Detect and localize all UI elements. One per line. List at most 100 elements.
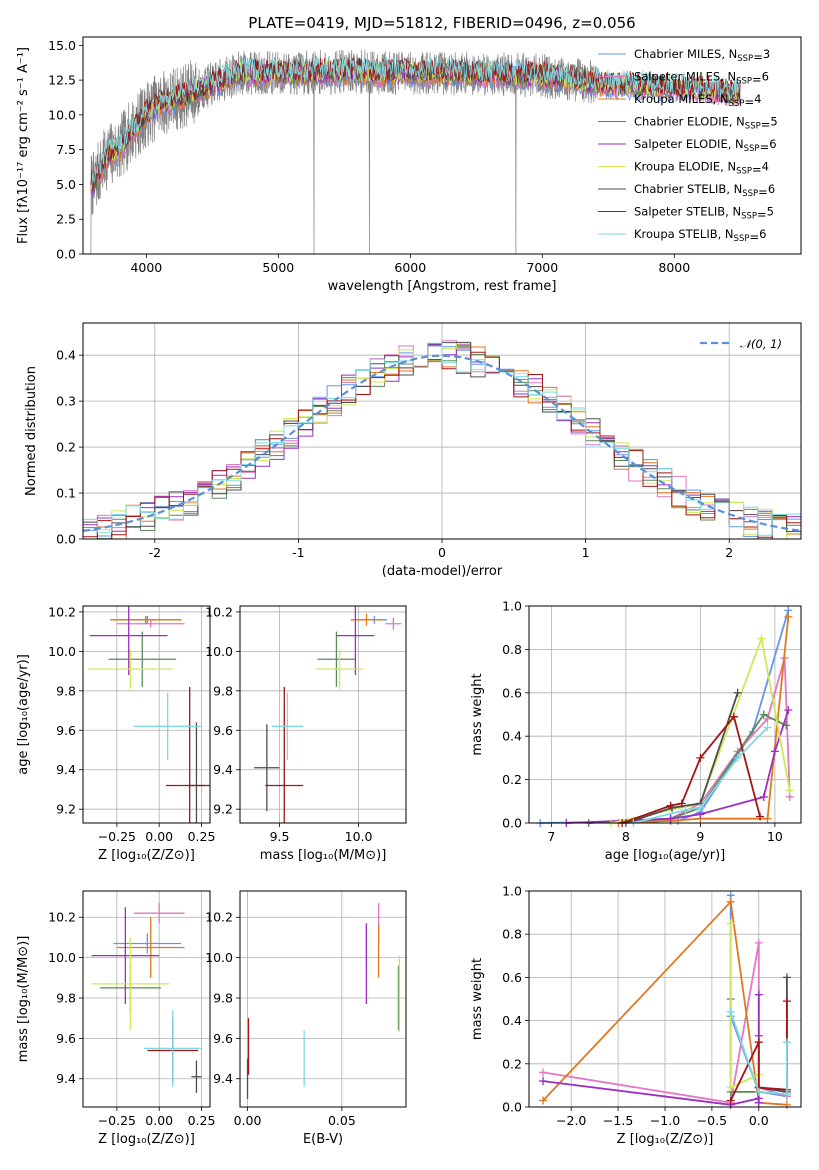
figure-title: PLATE=0419, MJD=51812, FIBERID=0496, z=0… — [248, 14, 635, 32]
y-tick-label: 0.2 — [502, 772, 522, 787]
legend-equals: = — [752, 163, 762, 177]
legend-equals: = — [758, 185, 768, 199]
x-tick-label: -2 — [149, 545, 161, 560]
x-tick-label: 9.5 — [270, 829, 290, 844]
legend-label: Salpeter ELODIE, NSSP=6 — [634, 137, 777, 154]
x-axis-label: Z [log₁₀(Z/Z⊙)] — [617, 1132, 714, 1147]
legend-nssp-subscript: SSP — [734, 234, 750, 244]
weight-point-marker — [754, 1098, 763, 1107]
y-tick-label: 0.4 — [502, 729, 522, 744]
weight-point-marker — [726, 897, 735, 906]
y-tick-label: 0.4 — [56, 348, 76, 363]
y-tick-label: 10.0 — [48, 950, 76, 965]
spectrum-plot — [90, 49, 741, 254]
weight-vs-age-panel: 7 8 9 10 0.0 0.2 0.4 0.6 0.8 1.0 age [log₁₀(age/yr… — [470, 599, 802, 863]
x-tick-label: 0.25 — [188, 1113, 216, 1128]
legend-name: Chabrier ELODIE — [634, 115, 729, 129]
legend-nssp-value: 6 — [769, 137, 776, 151]
legend-equals: = — [760, 140, 770, 154]
weight-point-marker — [756, 812, 765, 821]
x-tick-label: −0.5 — [697, 1113, 727, 1128]
y-tick-label: 5.0 — [56, 177, 76, 192]
y-axis-label: Normed distribution — [24, 366, 39, 496]
weight-series-line — [625, 692, 739, 824]
legend-name: Chabrier MILES — [634, 47, 721, 61]
y-tick-label: 0.8 — [502, 642, 522, 657]
mass-vs-metallicity-panel: −0.25 0.00 0.25 9.4 9.6 9.8 10.0 10.2 Z [log₁₀(Z… — [16, 890, 216, 1147]
residual-legend: 𝒩(0, 1) — [700, 337, 782, 351]
x-tick-label: 8000 — [658, 260, 690, 275]
y-tick-label: 0.0 — [502, 1100, 522, 1115]
x-axis-label: age [log₁₀(age/yr)] — [605, 848, 726, 863]
x-axis-label: wavelength [Angstrom, rest frame] — [328, 279, 557, 294]
x-tick-label: 0.00 — [145, 829, 173, 844]
y-tick-label: 0.2 — [502, 1056, 522, 1071]
age-vs-mass-panel: 9.5 10.0 9.2 9.4 9.6 9.8 10.0 10.2 mass [log₁₀(M… — [205, 604, 407, 863]
x-tick-label: -1 — [292, 545, 304, 560]
y-tick-label: 10.2 — [48, 910, 76, 925]
errorbar-plot — [246, 903, 401, 1099]
weight-point-marker — [729, 712, 738, 721]
legend-label: Kroupa ELODIE, NSSP=4 — [634, 160, 769, 177]
legend-label: 𝒩(0, 1) — [740, 337, 782, 351]
legend-label: Chabrier STELIB, NSSP=6 — [634, 182, 775, 199]
errorbar-plot — [91, 903, 202, 1093]
weight-point-marker — [726, 1083, 735, 1092]
gaussian-curve — [83, 354, 801, 532]
x-tick-label: 1 — [582, 545, 590, 560]
legend-nssp-prefix: , N — [726, 182, 742, 196]
weight-point-marker — [759, 792, 768, 801]
y-tick-label: 0.0 — [502, 816, 522, 831]
x-tick-label: 7000 — [526, 260, 558, 275]
errorbar-plot — [88, 606, 210, 823]
age-vs-metallicity-panel: −0.25 0.00 0.25 9.2 9.4 9.6 9.8 10.0 10.2 Z [log₁… — [16, 604, 215, 863]
legend-nssp-prefix: , N — [718, 227, 734, 241]
legend-name: Kroupa MILES — [634, 92, 713, 106]
x-axis-label: mass [log₁₀(M/M⊙)] — [260, 848, 387, 863]
weight-point-marker — [754, 990, 763, 999]
y-tick-label: 9.4 — [56, 1071, 76, 1086]
legend-nssp-value: 6 — [759, 227, 766, 241]
weight-point-marker — [763, 723, 772, 732]
weight-point-marker — [539, 1096, 548, 1105]
y-tick-label: 0.8 — [502, 927, 522, 942]
x-tick-label: 0.00 — [234, 1113, 262, 1128]
y-tick-label: 10.0 — [205, 644, 233, 659]
legend-nssp-value: 5 — [770, 115, 777, 129]
legend-nssp-prefix: , N — [721, 47, 737, 61]
plot-frame — [82, 605, 211, 824]
y-tick-label: 9.8 — [213, 683, 233, 698]
legend-nssp-prefix: , N — [728, 137, 744, 151]
legend-nssp-subscript: SSP — [744, 144, 760, 154]
plot-frame — [528, 890, 802, 1108]
plot-frame — [239, 890, 407, 1108]
weight-point-marker — [733, 753, 742, 762]
weight-point-marker — [726, 1096, 735, 1105]
y-tick-label: 12.5 — [48, 73, 76, 88]
model-spectrum-line — [90, 55, 741, 190]
y-tick-label: 0.1 — [56, 486, 76, 501]
y-tick-label: 0.4 — [502, 1013, 522, 1028]
x-tick-label: 2 — [725, 545, 733, 560]
y-axis-label: mass weight — [470, 958, 485, 1040]
y-tick-label: 9.4 — [213, 1071, 233, 1086]
y-tick-label: 9.2 — [213, 802, 233, 817]
y-tick-label: 9.4 — [56, 762, 76, 777]
y-tick-label: 9.6 — [213, 723, 233, 738]
weight-point-marker — [757, 634, 766, 643]
legend-label: Salpeter MILES, NSSP=6 — [634, 70, 769, 87]
y-tick-label: 0.6 — [502, 685, 522, 700]
x-tick-label: 9 — [696, 829, 704, 844]
x-tick-label: −0.25 — [98, 1113, 136, 1128]
weight-point-marker — [782, 1090, 791, 1099]
y-tick-label: 9.6 — [56, 723, 76, 738]
y-tick-label: 1.0 — [502, 599, 522, 614]
legend-label: Salpeter STELIB, NSSP=5 — [634, 205, 774, 222]
weight-series-line — [758, 977, 788, 1093]
y-tick-label: 0.6 — [502, 970, 522, 985]
x-tick-label: 0.0 — [749, 1113, 769, 1128]
weight-point-marker — [754, 1087, 763, 1096]
legend-nssp-value: 6 — [762, 70, 769, 84]
weight-point-marker — [666, 814, 675, 823]
